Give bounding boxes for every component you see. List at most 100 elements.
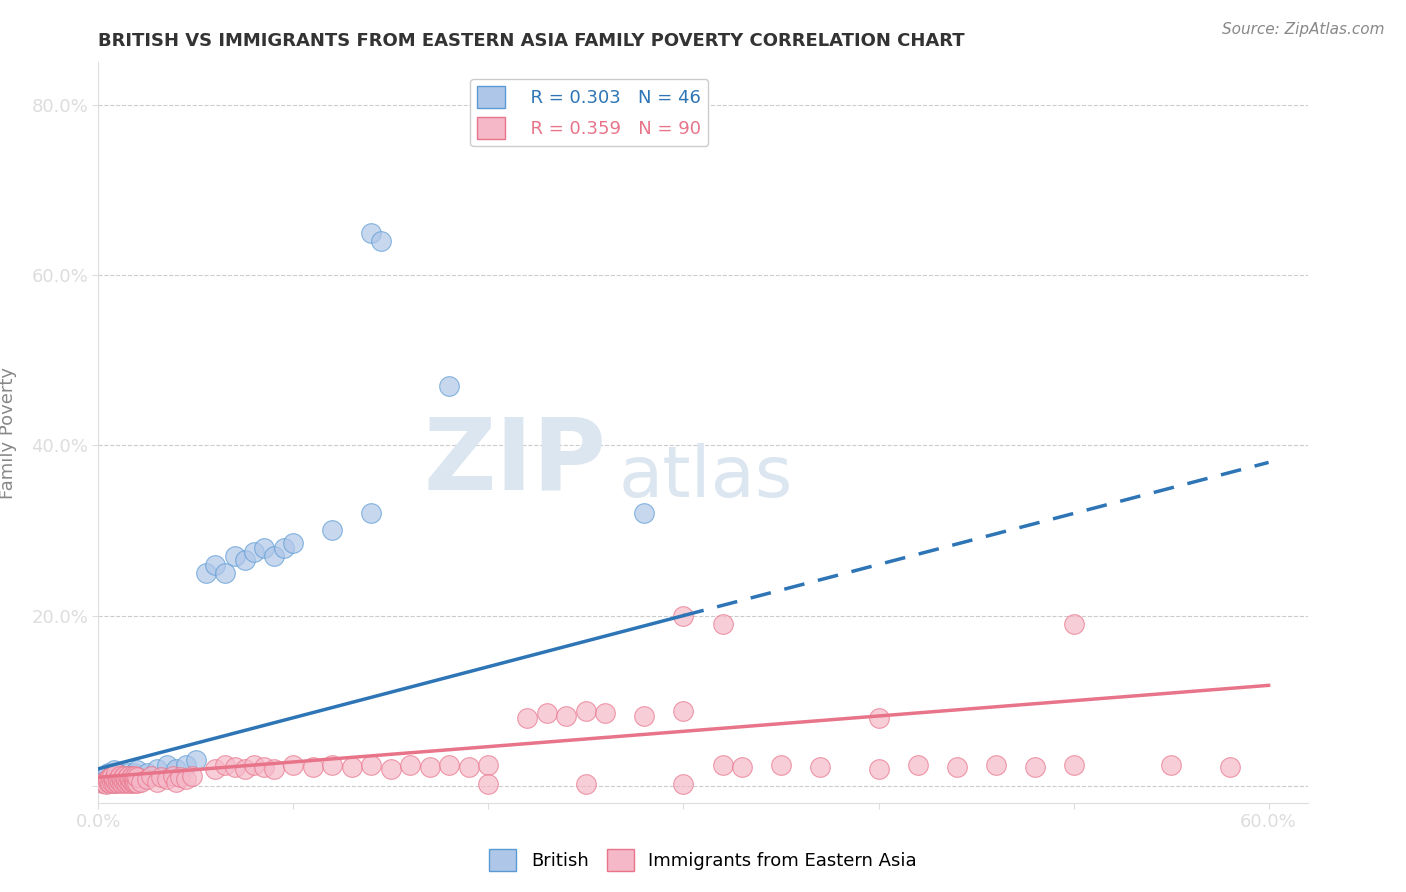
Point [131,774,153,789]
Point [111,776,134,790]
Point [672,608,695,623]
Point [98,776,121,790]
Point [360,757,382,772]
Point [118,768,141,782]
Point [114,772,136,786]
Point [91,776,114,790]
Point [321,524,343,538]
Point [360,226,382,240]
Point [127,776,149,790]
Point [321,757,343,772]
Point [174,772,197,786]
Point [107,776,129,790]
Point [672,704,695,718]
Point [98,774,121,789]
Point [233,762,256,776]
Point [112,774,135,789]
Point [1024,760,1046,774]
Point [93,774,115,789]
Point [104,774,127,789]
Point [555,709,578,723]
Point [868,711,890,725]
Point [283,757,305,772]
Point [121,774,143,789]
Point [711,757,734,772]
Text: ZIP: ZIP [423,414,606,511]
Point [101,774,124,789]
Point [111,772,134,786]
Point [243,757,266,772]
Point [945,760,967,774]
Point [97,775,120,789]
Point [731,760,754,774]
Point [283,536,305,550]
Point [165,774,187,789]
Point [868,762,890,776]
Point [214,566,236,580]
Point [224,549,246,563]
Point [114,772,136,786]
Point [127,774,149,789]
Point [103,776,125,790]
Point [575,704,598,718]
Point [595,706,617,721]
Point [97,772,120,786]
Point [93,770,115,784]
Point [181,768,204,782]
Point [101,768,124,782]
Point [98,770,121,784]
Point [458,760,481,774]
Point [118,776,141,790]
Point [243,545,266,559]
Point [117,774,139,789]
Point [108,768,131,782]
Point [1063,617,1085,632]
Point [370,234,392,248]
Point [124,774,146,789]
Point [146,762,169,776]
Text: atlas: atlas [619,442,793,511]
Point [127,764,149,778]
Point [808,760,831,774]
Point [194,566,217,580]
Point [108,774,131,789]
Legend:   R = 0.303   N = 46,   R = 0.359   N = 90: R = 0.303 N = 46, R = 0.359 N = 90 [470,78,709,146]
Point [169,770,191,784]
Point [124,770,146,784]
Text: BRITISH VS IMMIGRANTS FROM EASTERN ASIA FAMILY POVERTY CORRELATION CHART: BRITISH VS IMMIGRANTS FROM EASTERN ASIA … [98,32,965,50]
Point [103,772,125,786]
Point [1219,760,1241,774]
Point [122,766,145,780]
Point [711,617,734,632]
Point [165,762,187,776]
Legend: British, Immigrants from Eastern Asia: British, Immigrants from Eastern Asia [482,842,924,879]
Point [97,766,120,780]
Point [204,762,226,776]
Point [769,757,792,772]
Point [214,757,236,772]
Point [136,766,159,780]
Point [419,760,441,774]
Point [111,774,134,789]
Point [107,774,129,789]
Point [380,762,402,776]
Point [907,757,929,772]
Point [984,757,1007,772]
Point [97,772,120,786]
Point [273,541,295,555]
Point [340,760,363,774]
Point [117,774,139,789]
Point [1063,757,1085,772]
Point [136,772,159,786]
Point [477,777,499,791]
Point [1160,757,1182,772]
Point [204,558,226,572]
Point [672,777,695,791]
Point [103,764,125,778]
Point [122,772,145,786]
Point [146,774,169,789]
Point [253,760,276,774]
Point [124,768,146,782]
Point [263,549,285,563]
Point [121,768,143,782]
